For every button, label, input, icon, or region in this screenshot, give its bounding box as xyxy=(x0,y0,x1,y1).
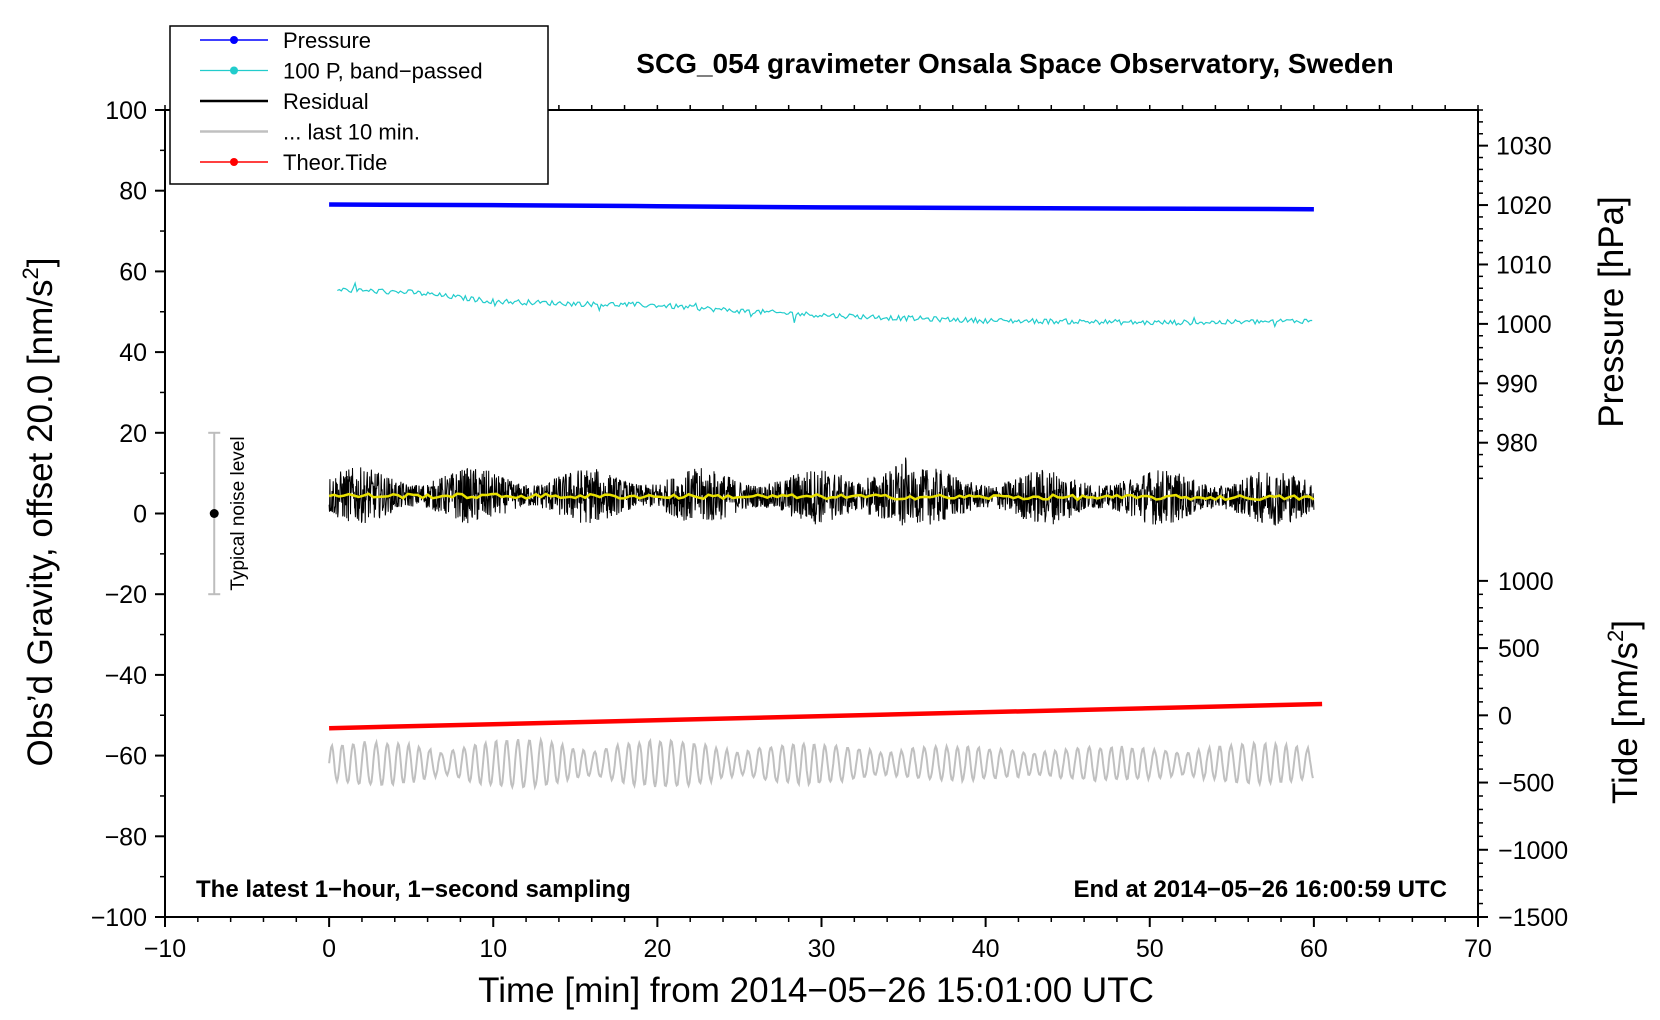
x-tick-label: 0 xyxy=(322,935,336,963)
legend-label: Pressure xyxy=(283,28,371,53)
y-axis-label-tide-sup: 2 xyxy=(1603,630,1628,642)
axes-group: −10 0 10 20 30 40 50 60 70−100−80−60−40−20020406… xyxy=(91,97,1569,963)
y-axis-label-tide-close: ] xyxy=(1606,620,1645,630)
x-tick-label: 10 xyxy=(479,935,507,963)
y-tick-label: −80 xyxy=(105,823,147,851)
x-axis-label: Time [min] from 2014−05−26 15:01:00 UTC xyxy=(478,971,1154,1010)
legend-label: 100 P, band−passed xyxy=(283,59,483,84)
series-residual xyxy=(328,457,1315,526)
pressure-tick-label: 1010 xyxy=(1496,251,1552,279)
pressure-tick-label: 980 xyxy=(1496,430,1538,458)
x-tick-label: −10 xyxy=(144,935,186,963)
y-axis-label-gravity: Obs’d Gravity, offset 20.0 [nm/s2] xyxy=(18,258,60,767)
y-axis-label-tide: Tide [nm/s2] xyxy=(1603,620,1645,804)
legend: Pressure 100 P, band−passed Residual ... la… xyxy=(169,25,549,185)
plot-frame xyxy=(164,109,1479,918)
x-tick-label: 30 xyxy=(808,935,836,963)
x-tick-label: 60 xyxy=(1300,935,1328,963)
tide-tick-label: 1000 xyxy=(1498,568,1554,596)
y-tick-label: 40 xyxy=(119,339,147,367)
chart-title: SCG_054 gravimeter Onsala Space Observat… xyxy=(636,48,1393,79)
y-tick-label: −20 xyxy=(105,581,147,609)
pressure-tick-label: 1030 xyxy=(1496,133,1552,161)
pressure-tick-label: 990 xyxy=(1496,370,1538,398)
noise-level-label: Typical noise level xyxy=(228,436,249,590)
pressure-tick-label: 1000 xyxy=(1496,311,1552,339)
y-tick-label: −60 xyxy=(105,743,147,771)
y-tick-label: 0 xyxy=(133,501,147,529)
y-axis-label-gravity-sup: 2 xyxy=(18,267,43,279)
series-layer: Typical noise level xyxy=(208,202,1323,791)
tide-tick-label: −1500 xyxy=(1498,904,1568,932)
legend-marker xyxy=(230,66,238,75)
pressure-tick-label: 1020 xyxy=(1496,192,1552,220)
annotation-latest-hour: The latest 1−hour, 1−second sampling xyxy=(196,876,631,903)
y-tick-label: 20 xyxy=(119,420,147,448)
legend-label: Theor.Tide xyxy=(283,150,387,175)
x-tick-label: 70 xyxy=(1464,935,1492,963)
x-tick-label: 40 xyxy=(972,935,1000,963)
series-pressure xyxy=(329,202,1314,212)
y-tick-label: 60 xyxy=(119,258,147,286)
tide-tick-label: −500 xyxy=(1498,770,1554,798)
noise-level-dot xyxy=(209,509,219,518)
series-theor-tide xyxy=(329,701,1323,731)
tide-tick-label: −1000 xyxy=(1498,837,1568,865)
y-tick-label: 100 xyxy=(105,97,147,125)
tide-tick-label: 0 xyxy=(1498,702,1512,730)
y-tick-label: −100 xyxy=(91,904,147,932)
legend-label: Residual xyxy=(283,89,369,114)
y-axis-label-gravity-text: Obs’d Gravity, offset 20.0 [nm/s xyxy=(21,280,60,767)
annotation-end-time: End at 2014−05−26 16:00:59 UTC xyxy=(1073,876,1447,903)
series-running-mean xyxy=(328,492,1315,502)
y-axis-label-gravity-close: ] xyxy=(21,258,60,268)
legend-box xyxy=(169,25,549,185)
x-tick-label: 20 xyxy=(643,935,671,963)
legend-label: ... last 10 min. xyxy=(283,120,420,145)
legend-marker xyxy=(230,36,238,44)
legend-marker xyxy=(230,158,238,166)
y-axis-label-tide-text: Tide [nm/s xyxy=(1606,642,1645,804)
tide-tick-label: 500 xyxy=(1498,635,1540,663)
y-tick-label: 80 xyxy=(119,178,147,206)
series-last-10-min xyxy=(328,736,1314,791)
y-tick-label: −40 xyxy=(105,662,147,690)
x-tick-label: 50 xyxy=(1136,935,1164,963)
series-band-passed xyxy=(337,281,1313,329)
y-axis-label-pressure: Pressure [hPa] xyxy=(1592,196,1631,428)
